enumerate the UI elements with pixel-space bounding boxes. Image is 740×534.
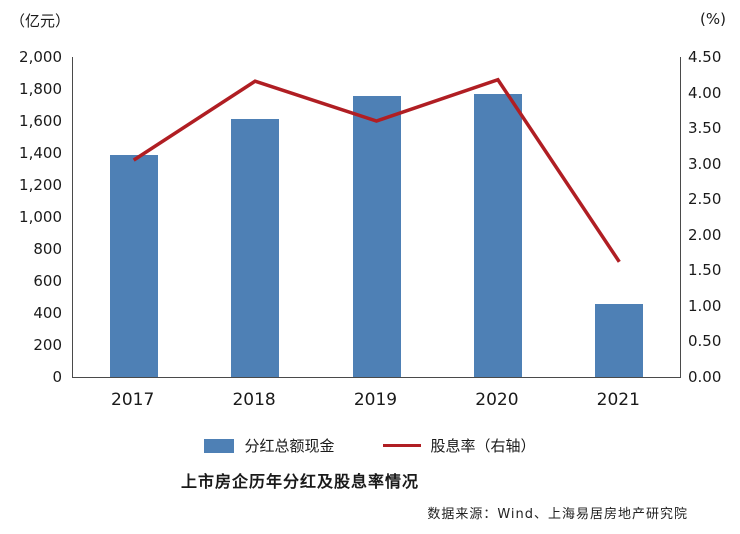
left-axis-tick: 1,600 — [19, 112, 62, 130]
left-axis-tick: 800 — [33, 240, 62, 258]
bar — [595, 304, 644, 377]
x-axis-label: 2019 — [353, 390, 398, 410]
x-axis-label: 2018 — [232, 390, 276, 410]
legend-label: 分红总额现金 — [244, 437, 335, 455]
right-axis-tick: 3.00 — [688, 154, 722, 173]
left-axis-tick: 1,400 — [19, 144, 62, 162]
x-axis-label: 2021 — [596, 390, 640, 410]
x-axis-label: 2017 — [111, 390, 155, 410]
right-axis-tick: 3.50 — [688, 119, 722, 138]
legend: 分红总额现金 股息率（右轴） — [0, 435, 740, 456]
left-axis-tick: 0 — [52, 368, 62, 386]
bar — [109, 154, 158, 377]
plot-area — [72, 57, 681, 378]
bar — [231, 119, 280, 377]
legend-item: 股息率（右轴） — [382, 435, 536, 456]
left-axis-tick: 1,800 — [19, 80, 62, 98]
x-axis-label: 2020 — [475, 390, 519, 410]
legend-line-swatch — [382, 444, 421, 447]
right-axis-unit: (%) — [700, 10, 726, 28]
bar — [352, 96, 401, 377]
right-axis-tick: 0.50 — [688, 332, 722, 351]
left-axis-unit: （亿元） — [10, 12, 71, 30]
left-axis-tick: 1,200 — [19, 176, 62, 194]
left-axis-tick: 1,000 — [19, 208, 62, 226]
legend-bar-swatch — [204, 438, 235, 453]
bar — [473, 93, 522, 377]
line-path — [132, 77, 621, 263]
right-axis-tick: 2.00 — [688, 225, 722, 244]
left-axis-tick: 200 — [33, 336, 62, 354]
chart-title: 上市房企历年分红及股息率情况 — [180, 472, 419, 491]
legend-label: 股息率（右轴） — [430, 437, 536, 455]
right-axis-tick: 1.00 — [688, 296, 722, 315]
right-axis-tick: 4.50 — [688, 48, 722, 66]
right-axis-tick: 1.50 — [688, 261, 722, 280]
left-axis-tick: 600 — [33, 272, 62, 290]
data-source: 数据来源：Wind、上海易居房地产研究院 — [427, 507, 688, 522]
right-axis-tick: 0.00 — [688, 368, 722, 386]
dividend-yield-line — [132, 77, 621, 263]
left-axis-tick: 400 — [33, 304, 62, 322]
right-axis-tick: 4.00 — [688, 83, 722, 102]
right-axis-tick: 2.50 — [688, 190, 722, 209]
legend-item: 分红总额现金 — [204, 435, 335, 456]
left-axis-tick: 2,000 — [19, 48, 62, 66]
